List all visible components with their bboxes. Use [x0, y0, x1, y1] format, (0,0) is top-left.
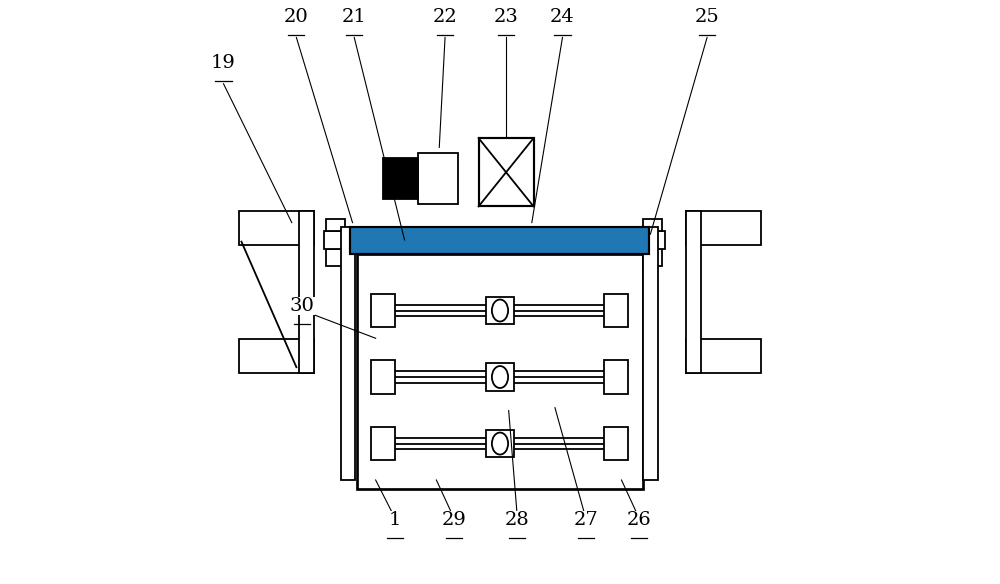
Text: 1: 1: [389, 511, 401, 529]
Bar: [299, 211, 314, 373]
Bar: [350, 227, 649, 255]
Bar: [418, 153, 458, 204]
Text: 25: 25: [695, 8, 719, 26]
Text: 19: 19: [211, 54, 236, 72]
Text: 23: 23: [493, 8, 518, 26]
Bar: [486, 363, 514, 391]
Bar: [371, 294, 395, 327]
Bar: [486, 430, 514, 457]
Text: 26: 26: [626, 511, 651, 529]
Ellipse shape: [492, 433, 508, 454]
Bar: [357, 255, 643, 489]
Bar: [324, 231, 348, 249]
Text: 20: 20: [284, 8, 309, 26]
Ellipse shape: [492, 366, 508, 388]
Bar: [326, 249, 345, 266]
Bar: [643, 218, 662, 231]
Bar: [643, 249, 662, 266]
Text: 30: 30: [290, 297, 315, 315]
Bar: [239, 339, 314, 373]
Bar: [641, 231, 665, 249]
Bar: [371, 427, 395, 460]
Bar: [326, 218, 345, 231]
Text: 28: 28: [505, 511, 530, 529]
Bar: [486, 297, 514, 324]
Bar: [643, 227, 658, 480]
Text: 24: 24: [550, 8, 575, 26]
Bar: [239, 211, 314, 245]
Bar: [686, 211, 701, 373]
Bar: [604, 427, 628, 460]
Bar: [371, 360, 395, 394]
Text: 22: 22: [433, 8, 457, 26]
Bar: [479, 138, 534, 206]
Bar: [383, 158, 418, 200]
Bar: [350, 227, 649, 255]
Bar: [686, 339, 761, 373]
Text: 29: 29: [441, 511, 466, 529]
Bar: [604, 360, 628, 394]
Bar: [341, 227, 355, 480]
Bar: [686, 211, 761, 245]
Bar: [604, 294, 628, 327]
Text: 21: 21: [342, 8, 367, 26]
Text: 27: 27: [573, 511, 598, 529]
Ellipse shape: [492, 300, 508, 322]
